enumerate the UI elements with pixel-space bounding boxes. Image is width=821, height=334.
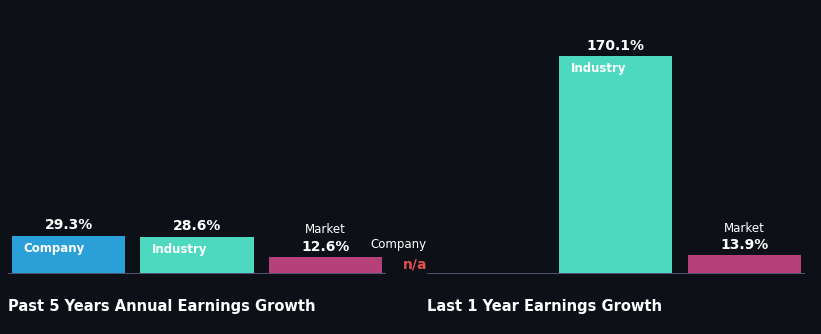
Text: 13.9%: 13.9% — [720, 238, 768, 252]
Bar — [268, 257, 382, 273]
Bar — [559, 56, 672, 273]
Text: Industry: Industry — [571, 62, 626, 75]
Text: Market: Market — [724, 222, 764, 235]
Bar — [140, 236, 254, 273]
Text: n/a: n/a — [402, 258, 427, 271]
Bar — [12, 235, 126, 273]
Text: Last 1 Year Earnings Growth: Last 1 Year Earnings Growth — [427, 299, 662, 314]
Text: 29.3%: 29.3% — [44, 218, 93, 232]
Bar — [687, 255, 800, 273]
Text: Market: Market — [305, 223, 346, 236]
Text: Past 5 Years Annual Earnings Growth: Past 5 Years Annual Earnings Growth — [8, 299, 316, 314]
Text: Company: Company — [23, 242, 85, 255]
Text: 170.1%: 170.1% — [587, 38, 644, 52]
Text: Industry: Industry — [152, 243, 207, 256]
Text: Company: Company — [371, 238, 427, 251]
Text: 28.6%: 28.6% — [173, 219, 221, 233]
Text: 12.6%: 12.6% — [301, 240, 350, 254]
